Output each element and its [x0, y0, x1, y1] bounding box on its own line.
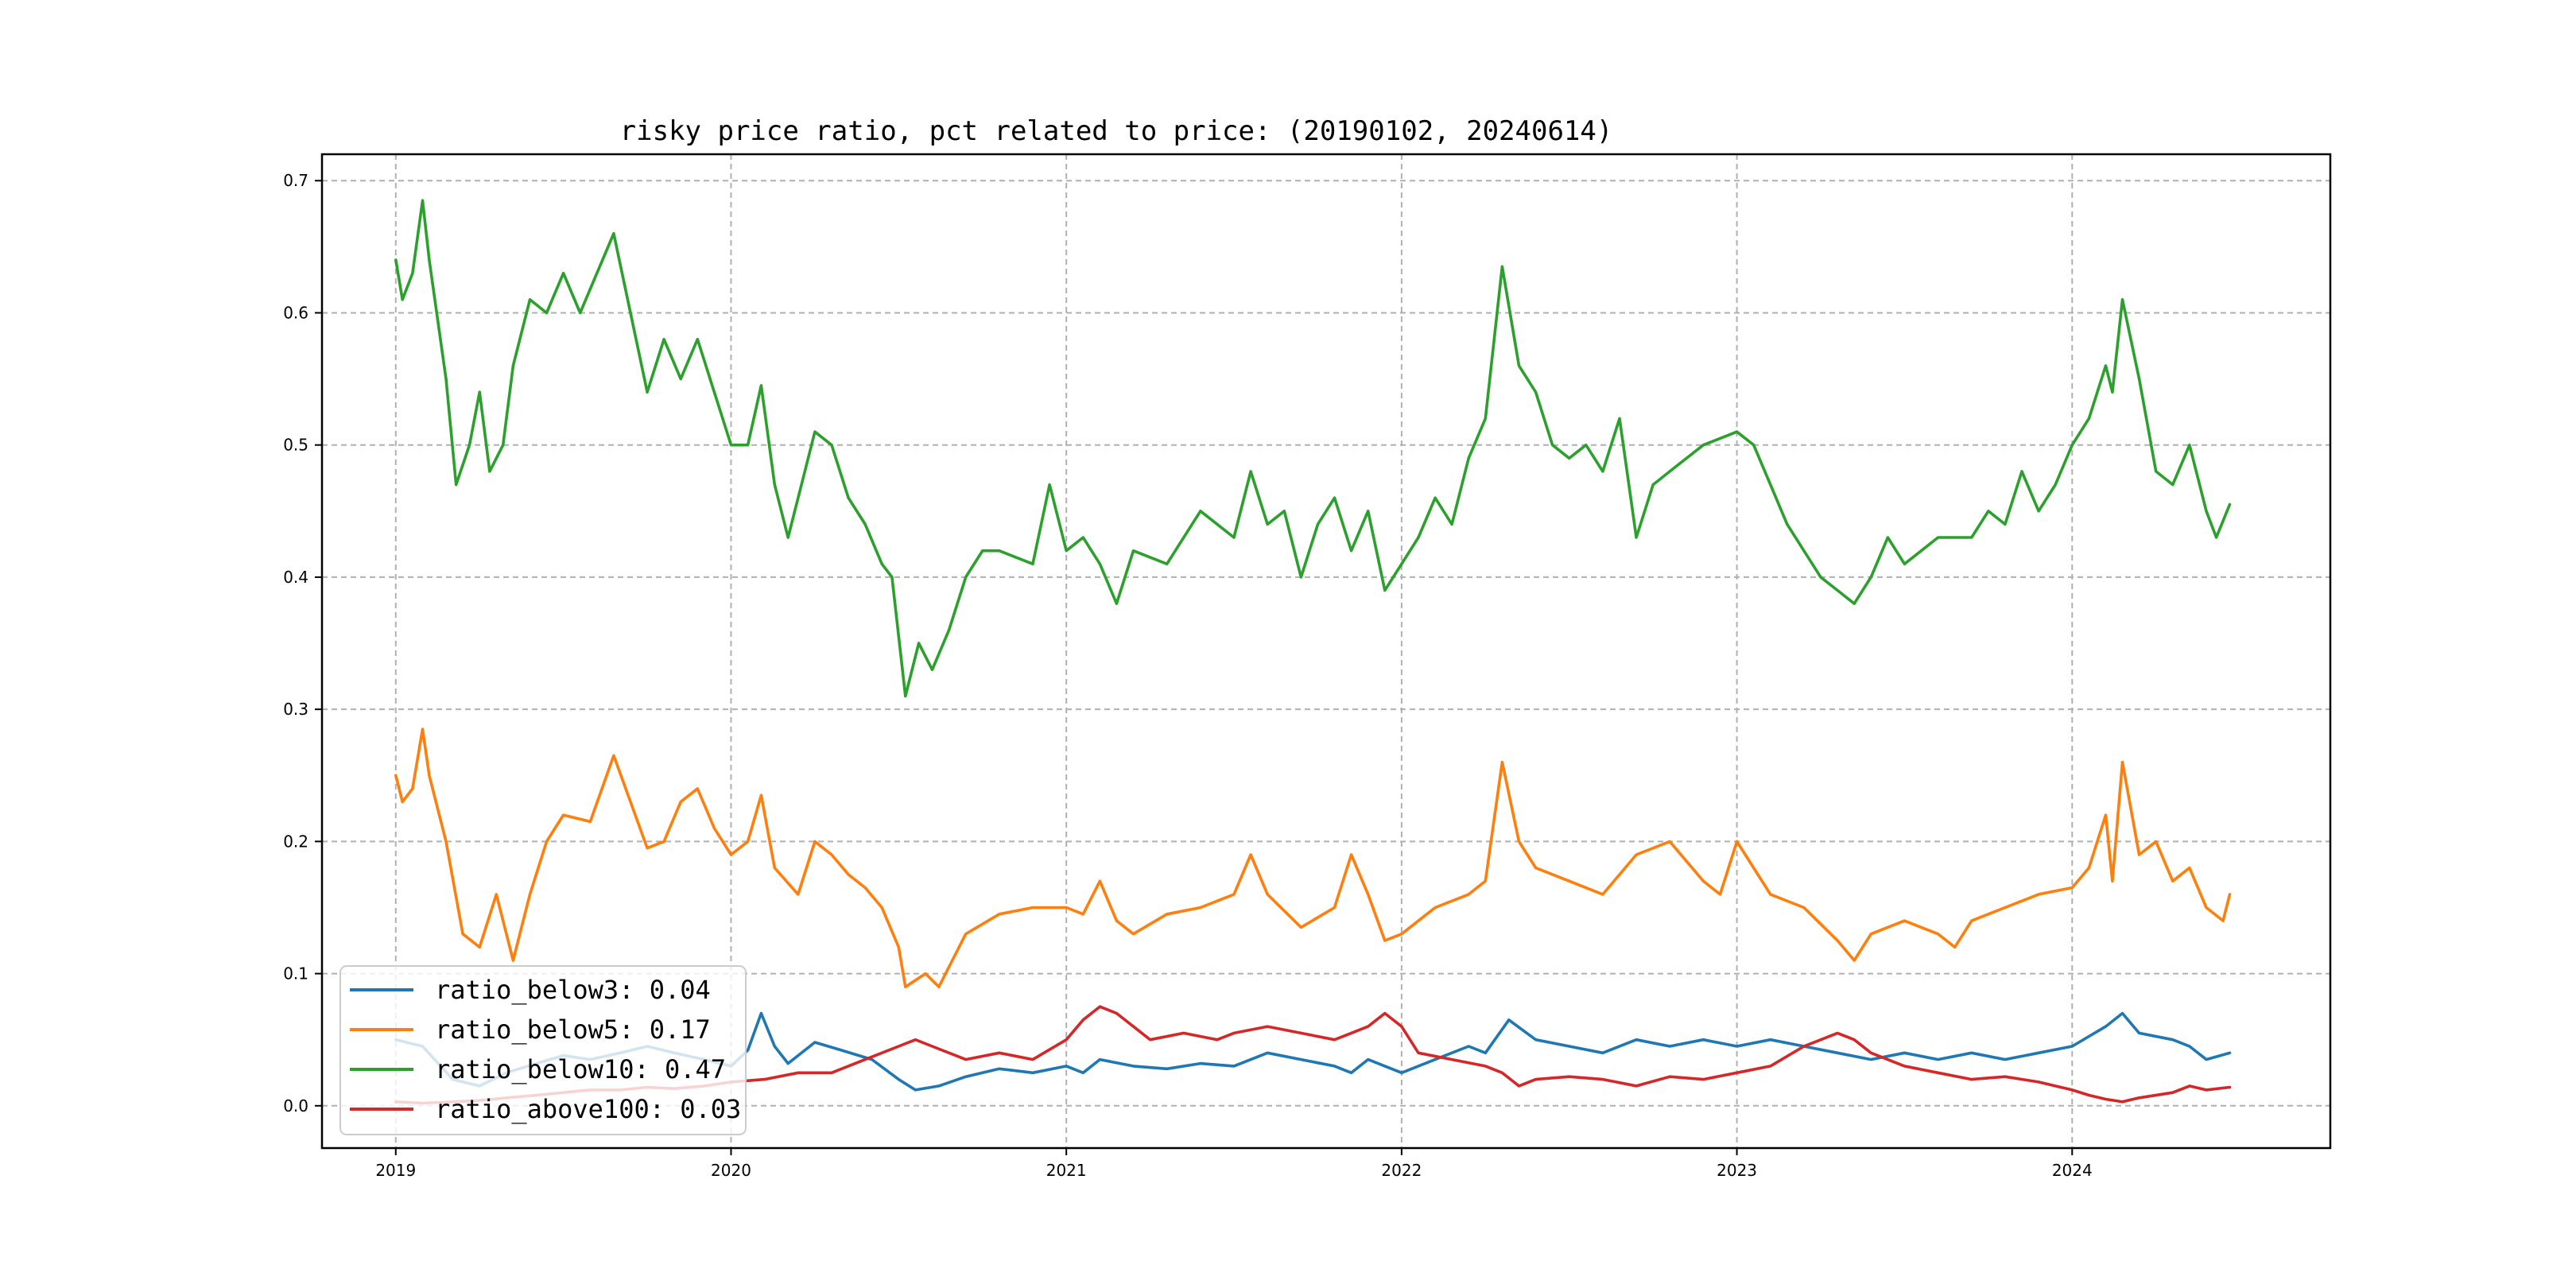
grid — [322, 154, 2330, 1148]
legend-label-ratio-above100: ratio_above100: 0.03 — [435, 1094, 741, 1124]
y-tick-label: 0.6 — [283, 303, 308, 322]
legend: ratio_below3: 0.04 ratio_below5: 0.17 rati… — [339, 965, 747, 1135]
series-line-ratio-below5 — [394, 727, 2232, 988]
legend-box — [339, 965, 747, 1135]
y-axis: 0.0 0.1 0.2 0.3 0.4 0.5 0.6 0.7 — [283, 171, 322, 1115]
y-tick-label: 0.0 — [283, 1096, 308, 1115]
x-tick-label: 2020 — [711, 1161, 751, 1180]
y-tick-label: 0.1 — [283, 964, 308, 983]
x-tick-label: 2019 — [375, 1161, 416, 1180]
chart-title: risky price ratio, pct related to price:… — [620, 115, 1613, 147]
x-tick-label: 2021 — [1046, 1161, 1087, 1180]
x-tick-label: 2022 — [1381, 1161, 1422, 1180]
plot-area-frame — [320, 153, 2332, 1150]
y-tick-label: 0.4 — [283, 568, 308, 587]
x-tick-label: 2023 — [1717, 1161, 1757, 1180]
y-tick-label: 0.5 — [283, 436, 308, 455]
legend-label-ratio-below3: ratio_below3: 0.04 — [435, 975, 711, 1005]
y-tick-label: 0.2 — [283, 832, 308, 851]
x-tick-label: 2024 — [2052, 1161, 2093, 1180]
legend-label-ratio-below10: ratio_below10: 0.47 — [435, 1054, 726, 1084]
series-line-ratio-below10 — [394, 199, 2232, 698]
y-tick-label: 0.3 — [283, 700, 308, 719]
y-tick-label: 0.7 — [283, 171, 308, 190]
legend-label-ratio-below5: ratio_below5: 0.17 — [435, 1014, 711, 1045]
x-axis: 2019 2020 2021 2022 2023 2024 — [375, 1148, 2093, 1180]
